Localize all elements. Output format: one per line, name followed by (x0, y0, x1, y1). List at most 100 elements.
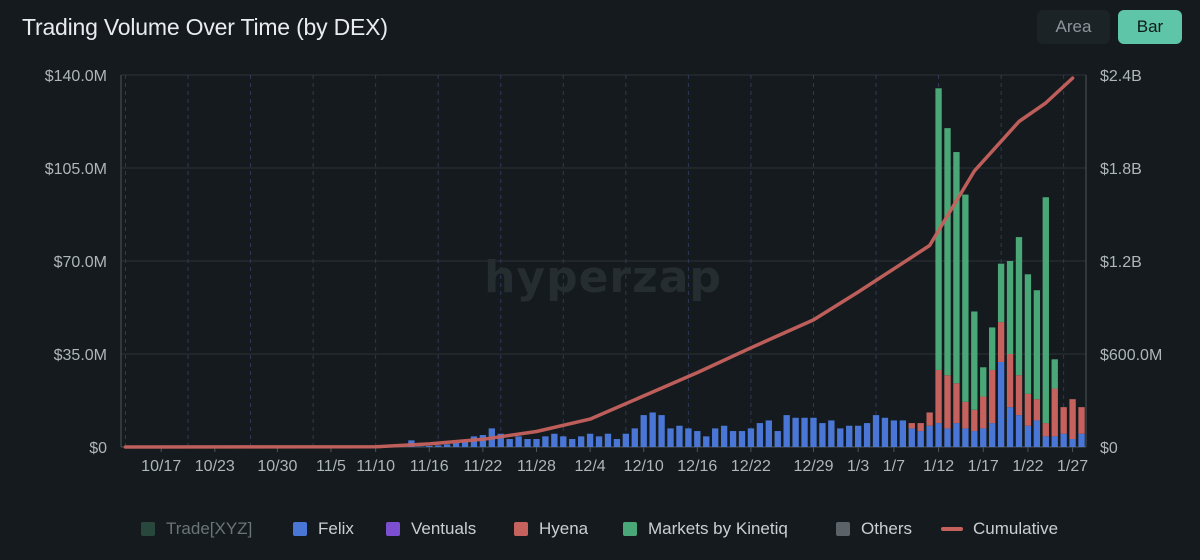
y-left-tick-label: $35.0M (54, 347, 107, 364)
hyena-bar (980, 396, 987, 429)
y-left-tick-label: $105.0M (45, 161, 107, 178)
felix-bar (667, 428, 674, 447)
felix-bar (560, 436, 567, 447)
x-tick-label: 1/17 (968, 458, 999, 475)
felix-bar (1024, 425, 1032, 447)
x-tick-label: 11/16 (410, 458, 449, 475)
felix-bar (881, 417, 889, 447)
felix-bar (765, 420, 772, 447)
felix-bar (801, 417, 808, 447)
watermark: hyperzap (484, 252, 722, 303)
felix-bar (703, 436, 710, 447)
hyena-bar (1015, 375, 1023, 416)
hyena-bar (944, 375, 951, 429)
felix-bar (944, 428, 951, 447)
x-tick-label: 10/23 (195, 458, 235, 475)
legend-label: Markets by Kinetiq (648, 519, 788, 538)
kinetiq-bar (953, 152, 960, 384)
felix-bar (435, 445, 442, 447)
legend-label: Trade[XYZ] (166, 519, 253, 538)
x-tick-label: 11/5 (316, 458, 346, 475)
felix-bar (426, 445, 433, 447)
x-tick-label: 12/16 (677, 458, 717, 475)
felix-bar (926, 425, 933, 447)
y-left-tick-label: $70.0M (54, 254, 107, 271)
felix-bar (828, 420, 835, 447)
felix-bar (551, 433, 558, 447)
felix-bar (997, 361, 1005, 447)
felix-bar (506, 439, 513, 447)
kinetiq-bar (962, 194, 969, 402)
felix-bar (971, 431, 978, 447)
felix-bar (756, 423, 764, 447)
felix-bar (917, 431, 924, 447)
felix-bar (1051, 436, 1058, 447)
hyena-bar (1033, 399, 1041, 421)
x-tick-label: 10/17 (141, 458, 181, 475)
kinetiq-swatch (623, 522, 637, 536)
felix-bar (890, 420, 898, 447)
hyena-swatch (514, 522, 528, 536)
felix-bar (604, 433, 612, 447)
felix-bar (443, 444, 451, 447)
felix-bar (649, 412, 656, 447)
felix-bar (962, 428, 969, 447)
kinetiq-bar (1033, 290, 1041, 400)
kinetiq-bar (1051, 359, 1058, 389)
hyena-bar (926, 412, 933, 426)
y-right-tick-label: $1.2B (1100, 254, 1142, 271)
volume-chart: $0 $35.0M $70.0M $105.0M $140.0M $0 $600.0M $1.… (45, 68, 1163, 475)
x-tick-label: 10/30 (257, 458, 297, 475)
felix-bar (685, 428, 692, 447)
y-right-tick-label: $0 (1100, 440, 1118, 457)
felix-bar (854, 425, 862, 447)
felix-bar (747, 428, 755, 447)
x-tick-label: 11/22 (463, 458, 502, 475)
felix-swatch (293, 522, 307, 536)
kinetiq-bar (1024, 274, 1032, 394)
hyena-bar (935, 369, 942, 424)
felix-bar (810, 417, 817, 447)
x-tick-label: 12/22 (731, 458, 771, 475)
hyena-bar (1051, 388, 1058, 437)
y-right-tick-label: $600.0M (1100, 347, 1162, 364)
x-tick-label: 1/22 (1012, 458, 1043, 475)
chart-title: Trading Volume Over Time (by DEX) (22, 14, 388, 40)
legend-label: Ventuals (411, 519, 477, 538)
felix-bar (595, 436, 603, 447)
felix-bar (417, 446, 424, 447)
x-tick-label: 11/10 (356, 458, 395, 475)
felix-bar (819, 423, 826, 447)
felix-bar (712, 428, 719, 447)
felix-bar (577, 436, 585, 447)
felix-bar (631, 428, 638, 447)
hyena-bar (1060, 407, 1067, 434)
felix-bar (908, 428, 915, 447)
felix-bar (533, 439, 540, 447)
area-toggle-button[interactable]: Area (1037, 10, 1110, 44)
felix-bar (515, 436, 522, 447)
felix-bar (980, 428, 987, 447)
felix-bar (899, 420, 906, 447)
felix-bar (497, 433, 504, 447)
felix-bar (676, 425, 683, 447)
felix-bar (542, 436, 549, 447)
felix-bar (569, 439, 576, 447)
x-tick-label: 1/12 (923, 458, 954, 475)
felix-bar (783, 415, 790, 447)
hyena-bar (997, 322, 1005, 362)
legend-label: Felix (318, 519, 354, 538)
felix-bar (738, 431, 746, 447)
kinetiq-bar (971, 311, 978, 410)
x-tick-label: 1/27 (1057, 458, 1088, 475)
felix-bar (1078, 433, 1085, 447)
kinetiq-bar (1042, 197, 1049, 424)
felix-bar (1042, 436, 1049, 447)
kinetiq-bar (1006, 261, 1014, 354)
felix-bar (586, 433, 594, 447)
felix-bar (1060, 433, 1067, 447)
y-right-tick-label: $1.8B (1100, 161, 1142, 178)
kinetiq-bar (989, 327, 996, 370)
felix-bar (720, 425, 728, 447)
bar-toggle-button[interactable]: Bar (1118, 10, 1182, 44)
